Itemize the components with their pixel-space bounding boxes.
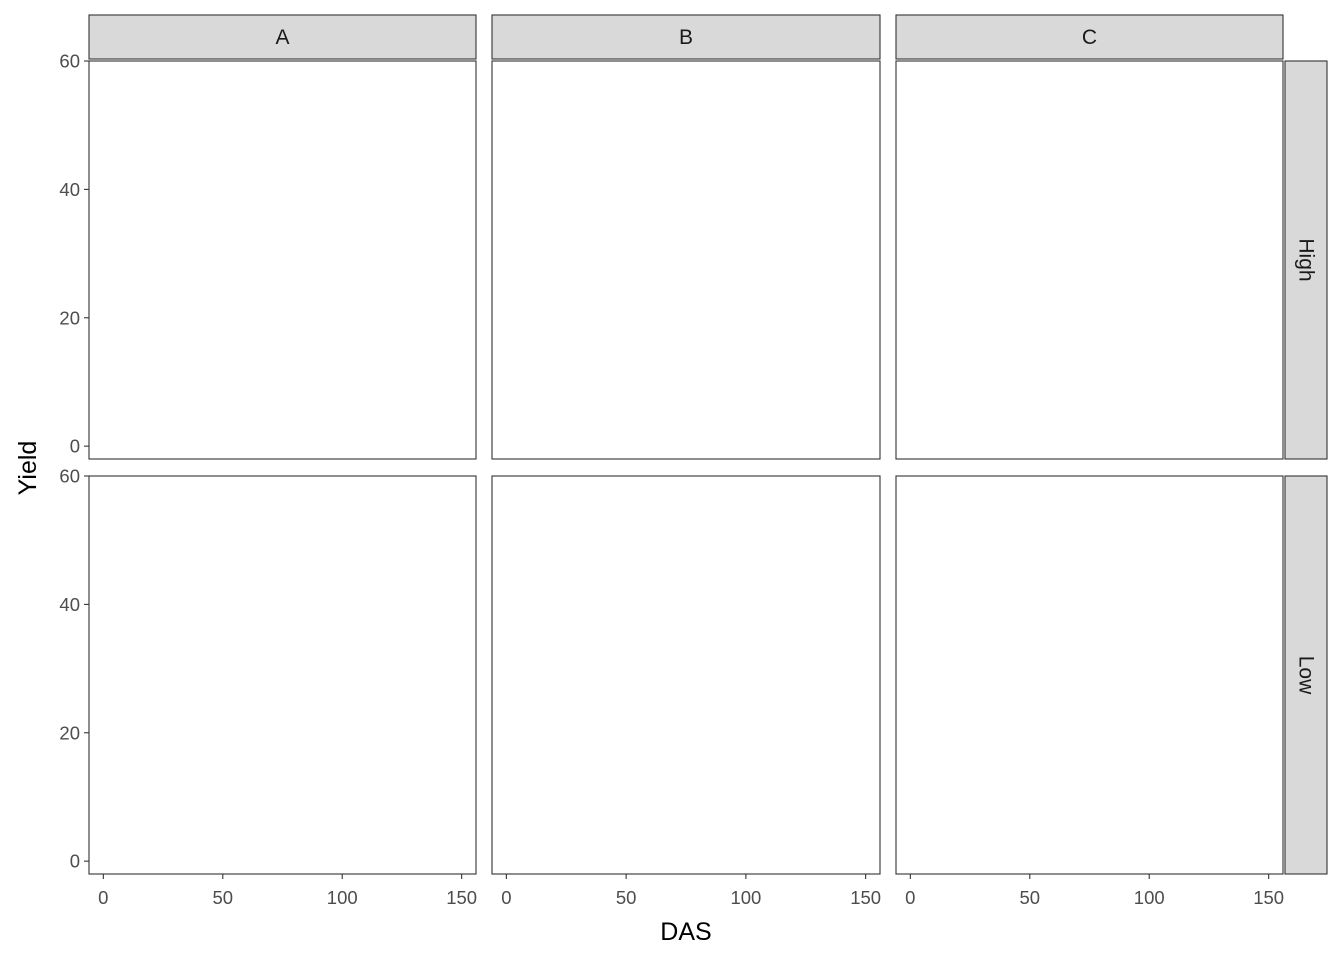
x-tick-label: 50 [1019, 887, 1040, 908]
facet-strip-right [1284, 60, 1328, 460]
frames-layer [88, 60, 1284, 875]
strips-layer: A B C High Low [88, 14, 1328, 875]
y-tick-label: 0 [70, 436, 80, 457]
x-tick-label: 50 [616, 887, 637, 908]
panel-border [895, 60, 1284, 460]
x-tick-label: 100 [730, 887, 761, 908]
y-tick-label: 40 [59, 594, 80, 615]
panel-border [88, 60, 477, 460]
facet-strip-top [88, 14, 477, 60]
facet-label-row: Low [1295, 656, 1318, 695]
facet-label-col: B [679, 26, 693, 49]
x-tick-label: 150 [850, 887, 881, 908]
x-axis-title: DAS [660, 918, 711, 946]
y-tick-label: 60 [59, 51, 80, 72]
x-tick-label: 100 [1134, 887, 1165, 908]
x-tick-label: 0 [501, 887, 511, 908]
y-tick-label: 40 [59, 179, 80, 200]
panel-border [491, 60, 881, 460]
facet-label-row: High [1295, 238, 1318, 281]
x-tick-label: 150 [1253, 887, 1284, 908]
y-axis-title: Yield [14, 441, 42, 496]
facet-strip-top [895, 14, 1284, 60]
x-tick-label: 0 [98, 887, 108, 908]
facet-strip-right [1284, 475, 1328, 875]
panel-border [491, 475, 881, 875]
x-tick-label: 0 [905, 887, 915, 908]
panel-border [895, 475, 1284, 875]
facet-strip-top [491, 14, 881, 60]
y-tick-label: 20 [59, 307, 80, 328]
x-tick-label: 50 [212, 887, 233, 908]
y-tick-label: 60 [59, 466, 80, 487]
y-tick-label: 20 [59, 722, 80, 743]
facet-label-col: C [1082, 26, 1097, 49]
x-tick-label: 150 [446, 887, 477, 908]
y-tick-label: 0 [70, 851, 80, 872]
panel-border [88, 475, 477, 875]
axes-layer: 0 20 40 60 0 20 40 60 0 50 100 150 0 50 100 150 0 50 100 15… [59, 51, 1284, 909]
facet-label-col: A [275, 26, 289, 49]
x-tick-label: 100 [327, 887, 358, 908]
